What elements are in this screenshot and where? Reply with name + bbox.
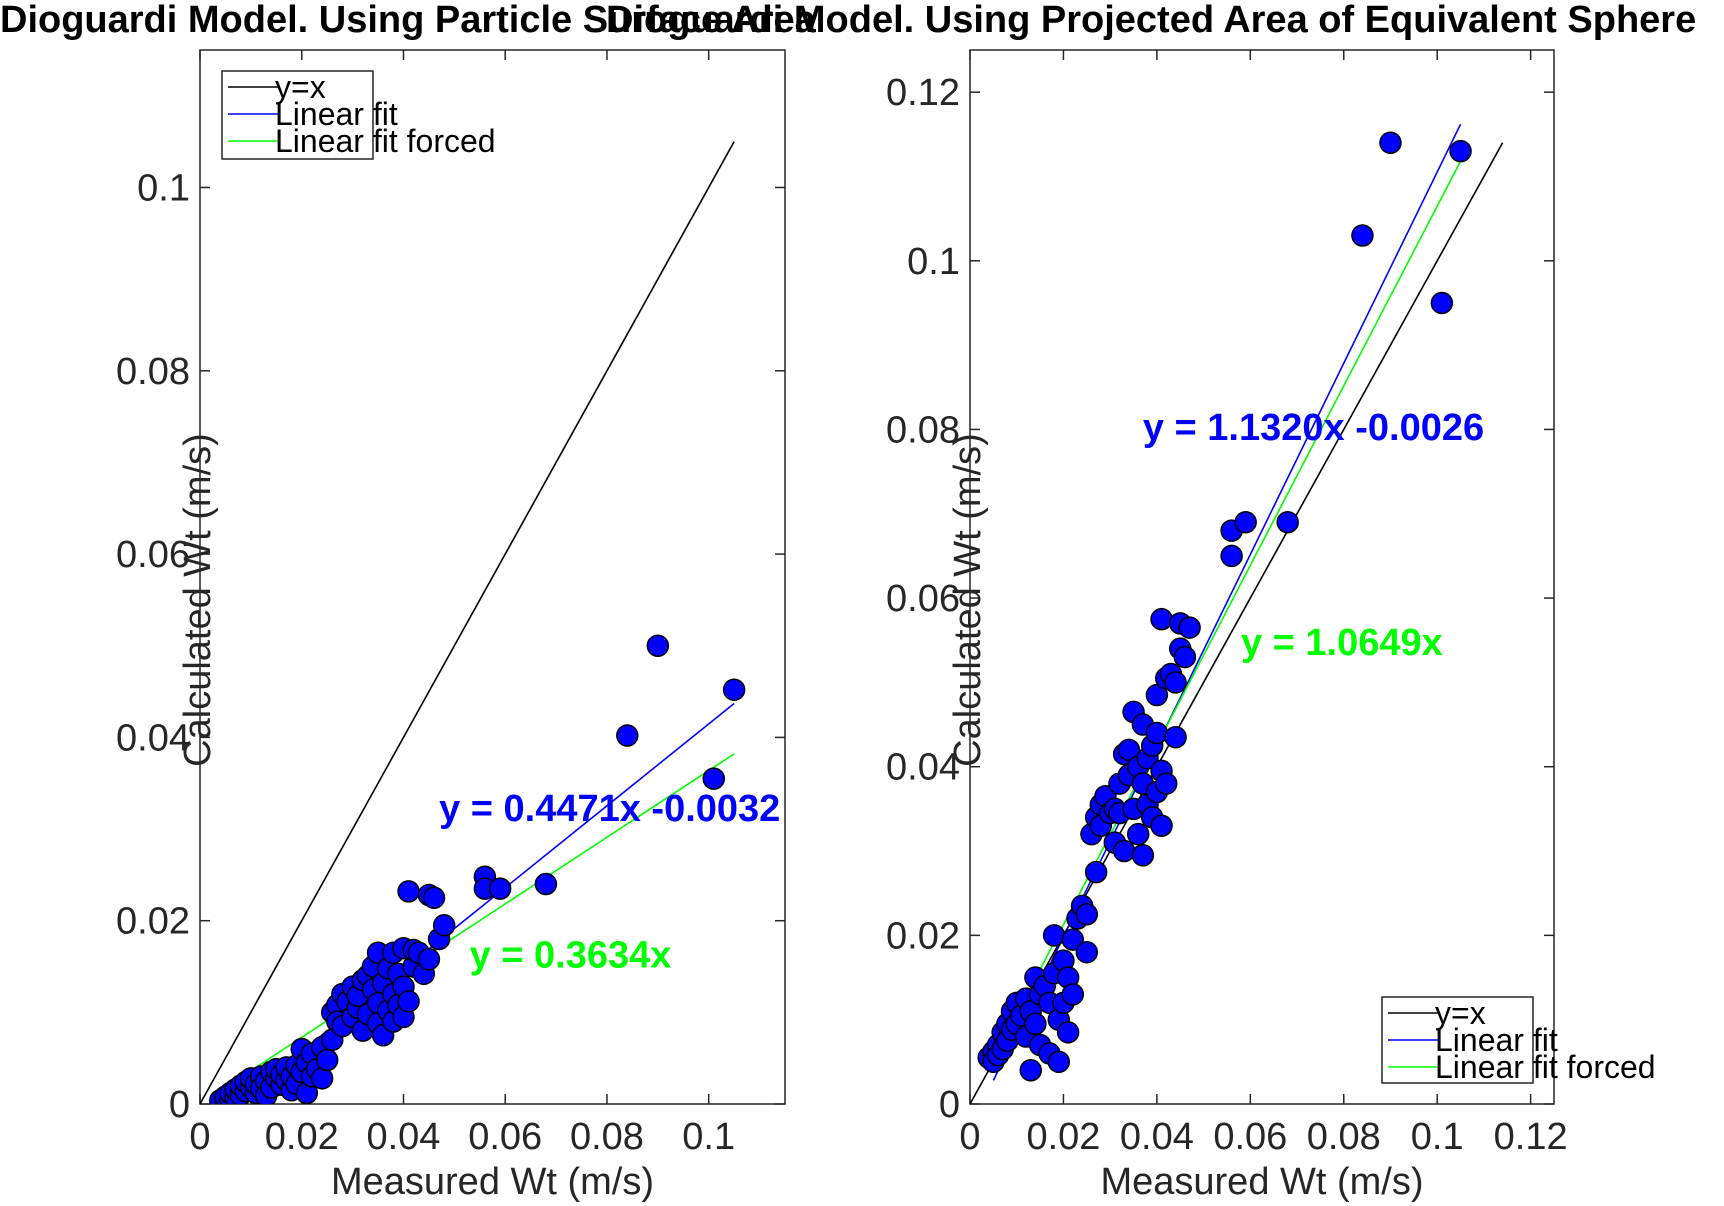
data-point	[1112, 839, 1136, 863]
x-tick-label: 0.04	[366, 1116, 440, 1158]
data-point	[1164, 725, 1187, 749]
legend-box	[221, 70, 374, 160]
data-point	[432, 914, 456, 937]
fit-equation-label: y = 1.0649x	[1241, 622, 1443, 664]
data-point	[1084, 860, 1108, 884]
data-point	[397, 990, 420, 1013]
data-point	[1131, 844, 1155, 867]
data-point	[1220, 544, 1243, 568]
data-point	[1173, 645, 1197, 669]
fit-equation-label: y = 0.3634x	[470, 935, 672, 977]
data-point	[1126, 822, 1150, 846]
y-tick-label: 0.08	[116, 351, 190, 393]
data-point	[1145, 721, 1169, 745]
legend-entry-label: Linear fit	[1435, 1022, 1558, 1058]
axes-box	[969, 49, 1555, 1105]
legend-entry-label: y=x	[275, 69, 326, 105]
data-point	[1075, 940, 1099, 964]
x-axis-label: Measured Wt (m/s)	[1100, 1161, 1423, 1203]
y-tick-label: 0.08	[886, 409, 960, 451]
plot-area	[200, 141, 746, 1104]
right-scatter-plot: 0 0.02 0.04 0.06 0.08 0.1 0.12 0 0.02 0.04 0.06 0.0…	[886, 49, 1656, 1203]
left-chart-title: Dioguardi Model. Using Particle Surface …	[0, 0, 817, 41]
data-point	[1164, 671, 1187, 694]
data-point	[1047, 1050, 1071, 1074]
data-point	[315, 1048, 339, 1072]
x-axis-label: Measured Wt (m/s)	[331, 1161, 654, 1203]
x-tick-label: 0	[959, 1116, 980, 1158]
data-point	[1430, 291, 1454, 315]
data-point	[1150, 814, 1173, 837]
x-tick-label: 0.02	[265, 1116, 339, 1158]
x-tick-label: 0.1	[682, 1116, 735, 1158]
y-tick-label: 0.1	[137, 167, 190, 209]
data-point	[417, 947, 441, 971]
x-tick-label: 0.06	[468, 1116, 542, 1158]
data-point	[1061, 928, 1085, 951]
linear-fit-forced-line	[219, 753, 735, 1092]
data-point	[1234, 510, 1257, 534]
legend-entry-label: Linear fit forced	[275, 123, 496, 159]
y-tick-label: 0.12	[886, 72, 960, 114]
data-point	[702, 767, 726, 790]
y-tick-label: 0.06	[886, 578, 960, 620]
data-point	[1449, 139, 1472, 163]
data-point	[722, 678, 746, 701]
x-tick-label: 0.02	[1026, 1116, 1100, 1158]
y-tick-label: 0	[939, 1084, 960, 1126]
data-point	[1145, 683, 1169, 707]
identity-line	[200, 141, 735, 1104]
data-point	[1042, 924, 1066, 947]
legend-entry-label: Linear fit	[275, 96, 398, 132]
data-point	[1276, 510, 1299, 534]
y-axis-label: Calculated Wt (m/s)	[177, 433, 219, 767]
x-tick-label: 0.08	[1307, 1116, 1381, 1158]
data-point	[422, 886, 446, 910]
data-point	[534, 872, 558, 896]
data-point	[1061, 983, 1085, 1006]
data-point	[1379, 131, 1402, 155]
data-point	[1075, 903, 1099, 926]
data-point	[1024, 1012, 1047, 1036]
x-tick-label: 0.12	[1494, 1116, 1568, 1158]
plot-area	[970, 123, 1504, 1104]
data-point	[646, 634, 670, 657]
legend-entry-label: y=x	[1435, 995, 1486, 1031]
y-tick-label: 0.02	[116, 901, 190, 943]
data-point	[1178, 616, 1201, 639]
fit-equation-label: y = 1.1320x -0.0026	[1143, 407, 1484, 449]
data-point	[1351, 224, 1374, 247]
y-axis-label: Calculated Wt (m/s)	[947, 433, 989, 767]
y-tick-label: 0.1	[907, 241, 960, 283]
data-point	[1056, 1021, 1080, 1044]
axes-box	[199, 49, 786, 1105]
data-point	[1117, 738, 1141, 762]
y-tick-label: 0.04	[886, 747, 960, 789]
y-tick-label: 0.04	[116, 717, 190, 759]
y-tick-label: 0.06	[116, 534, 190, 576]
x-tick-label: 0	[189, 1116, 210, 1158]
data-point	[1019, 1059, 1042, 1082]
x-tick-label: 0.04	[1120, 1116, 1194, 1158]
x-tick-label: 0.08	[570, 1116, 644, 1158]
fit-equation-label: y = 0.4471x -0.0032	[439, 788, 780, 830]
data-point	[616, 724, 639, 747]
data-point	[1154, 772, 1178, 795]
x-tick-label: 0.06	[1213, 1116, 1287, 1158]
data-point	[397, 880, 420, 903]
x-tick-label: 0.1	[1411, 1116, 1464, 1158]
legend-entry-label: Linear fit forced	[1435, 1049, 1656, 1085]
left-scatter-plot: 0 0.02 0.04 0.06 0.08 0.1 0 0.02 0.04 0.06 0.08 0.1…	[116, 49, 786, 1203]
y-tick-label: 0	[169, 1084, 190, 1126]
data-point	[488, 877, 512, 900]
data-point	[1150, 607, 1173, 631]
right-chart-title: Dioguardi Model. Using Projected Area of…	[606, 0, 1696, 41]
y-tick-label: 0.02	[886, 915, 960, 957]
